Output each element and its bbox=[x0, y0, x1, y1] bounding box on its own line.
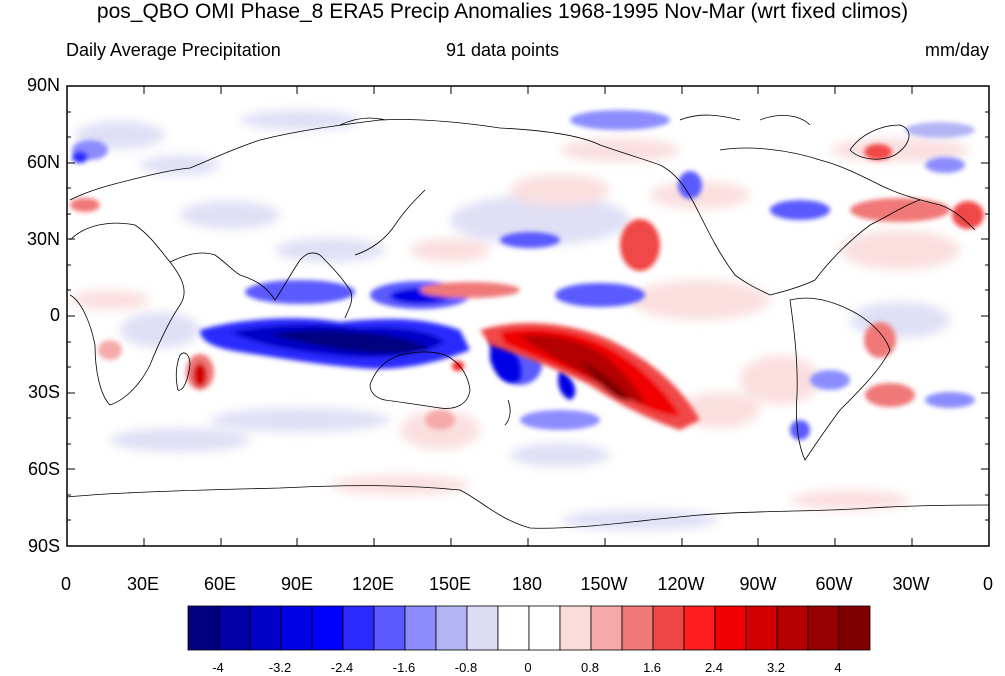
colorbar-label: 2.4 bbox=[704, 660, 724, 675]
colorbar-swatch bbox=[435, 605, 468, 651]
lat-label-90s: 90S bbox=[27, 536, 60, 556]
colorbar-swatch bbox=[559, 605, 592, 651]
colorbar-label: 4 bbox=[834, 660, 842, 675]
colorbar-swatch bbox=[280, 605, 313, 651]
lon-label-30e: 30E bbox=[126, 574, 160, 594]
lon-label-120w: 120W bbox=[657, 574, 705, 594]
colorbar-swatch bbox=[342, 605, 375, 651]
lon-label-0-east: 0 bbox=[982, 574, 993, 594]
map-title: pos_QBO OMI Phase_8 ERA5 Precip Anomalie… bbox=[96, 0, 909, 23]
coastlines bbox=[67, 114, 989, 529]
colorbar-label: 3.2 bbox=[766, 660, 786, 675]
lon-label-30w: 30W bbox=[892, 574, 930, 594]
colorbar-swatch bbox=[187, 605, 220, 651]
colorbar-label: -0.8 bbox=[454, 660, 478, 675]
lat-label-60s: 60S bbox=[27, 459, 60, 479]
colorbar-swatch bbox=[311, 605, 344, 651]
lon-ticks bbox=[66, 86, 913, 546]
colorbar-label: -2.4 bbox=[330, 660, 354, 675]
data-points-label: 91 data points bbox=[445, 40, 560, 60]
colorbar-swatch bbox=[218, 605, 251, 651]
colorbar-swatch bbox=[373, 605, 406, 651]
colorbar-swatch bbox=[776, 605, 809, 651]
colorbar-label: -3.2 bbox=[268, 660, 292, 675]
lat-label-60n: 60N bbox=[26, 152, 60, 172]
lat-ticks bbox=[67, 85, 989, 547]
lon-label-150w: 150W bbox=[580, 574, 628, 594]
lat-label-30n: 30N bbox=[26, 229, 60, 249]
lon-label-90w: 90W bbox=[739, 574, 777, 594]
lat-label-0: 0 bbox=[49, 305, 60, 325]
lon-label-0: 0 bbox=[60, 574, 71, 594]
colorbar bbox=[187, 605, 871, 651]
colorbar-swatch bbox=[745, 605, 778, 651]
lon-label-90e: 90E bbox=[280, 574, 314, 594]
colorbar-swatch bbox=[714, 605, 747, 651]
colorbar-swatch bbox=[838, 605, 871, 651]
colorbar-swatch bbox=[621, 605, 654, 651]
lon-label-180: 180 bbox=[511, 574, 543, 594]
lon-label-60e: 60E bbox=[203, 574, 237, 594]
colorbar-label: 0.8 bbox=[580, 660, 600, 675]
colorbar-swatch bbox=[528, 605, 561, 651]
colorbar-swatch bbox=[683, 605, 716, 651]
anomaly-field bbox=[70, 110, 984, 530]
colorbar-swatch bbox=[497, 605, 530, 651]
lon-label-60w: 60W bbox=[815, 574, 853, 594]
lat-label-90n: 90N bbox=[26, 75, 60, 95]
colorbar-swatch bbox=[807, 605, 840, 651]
colorbar-swatch bbox=[652, 605, 685, 651]
colorbar-label: 1.6 bbox=[642, 660, 662, 675]
colorbar-swatch bbox=[466, 605, 499, 651]
colorbar-swatch bbox=[590, 605, 623, 651]
variable-label: Daily Average Precipitation bbox=[66, 40, 281, 60]
colorbar-swatch bbox=[404, 605, 437, 651]
lat-label-30s: 30S bbox=[27, 382, 60, 402]
colorbar-swatch bbox=[249, 605, 282, 651]
colorbar-label: -4 bbox=[212, 660, 224, 675]
units-label: mm/day bbox=[924, 40, 989, 60]
colorbar-label: 0 bbox=[524, 660, 532, 675]
colorbar-label: -1.6 bbox=[392, 660, 416, 675]
lon-label-150e: 150E bbox=[428, 574, 472, 594]
lon-label-120e: 120E bbox=[351, 574, 395, 594]
